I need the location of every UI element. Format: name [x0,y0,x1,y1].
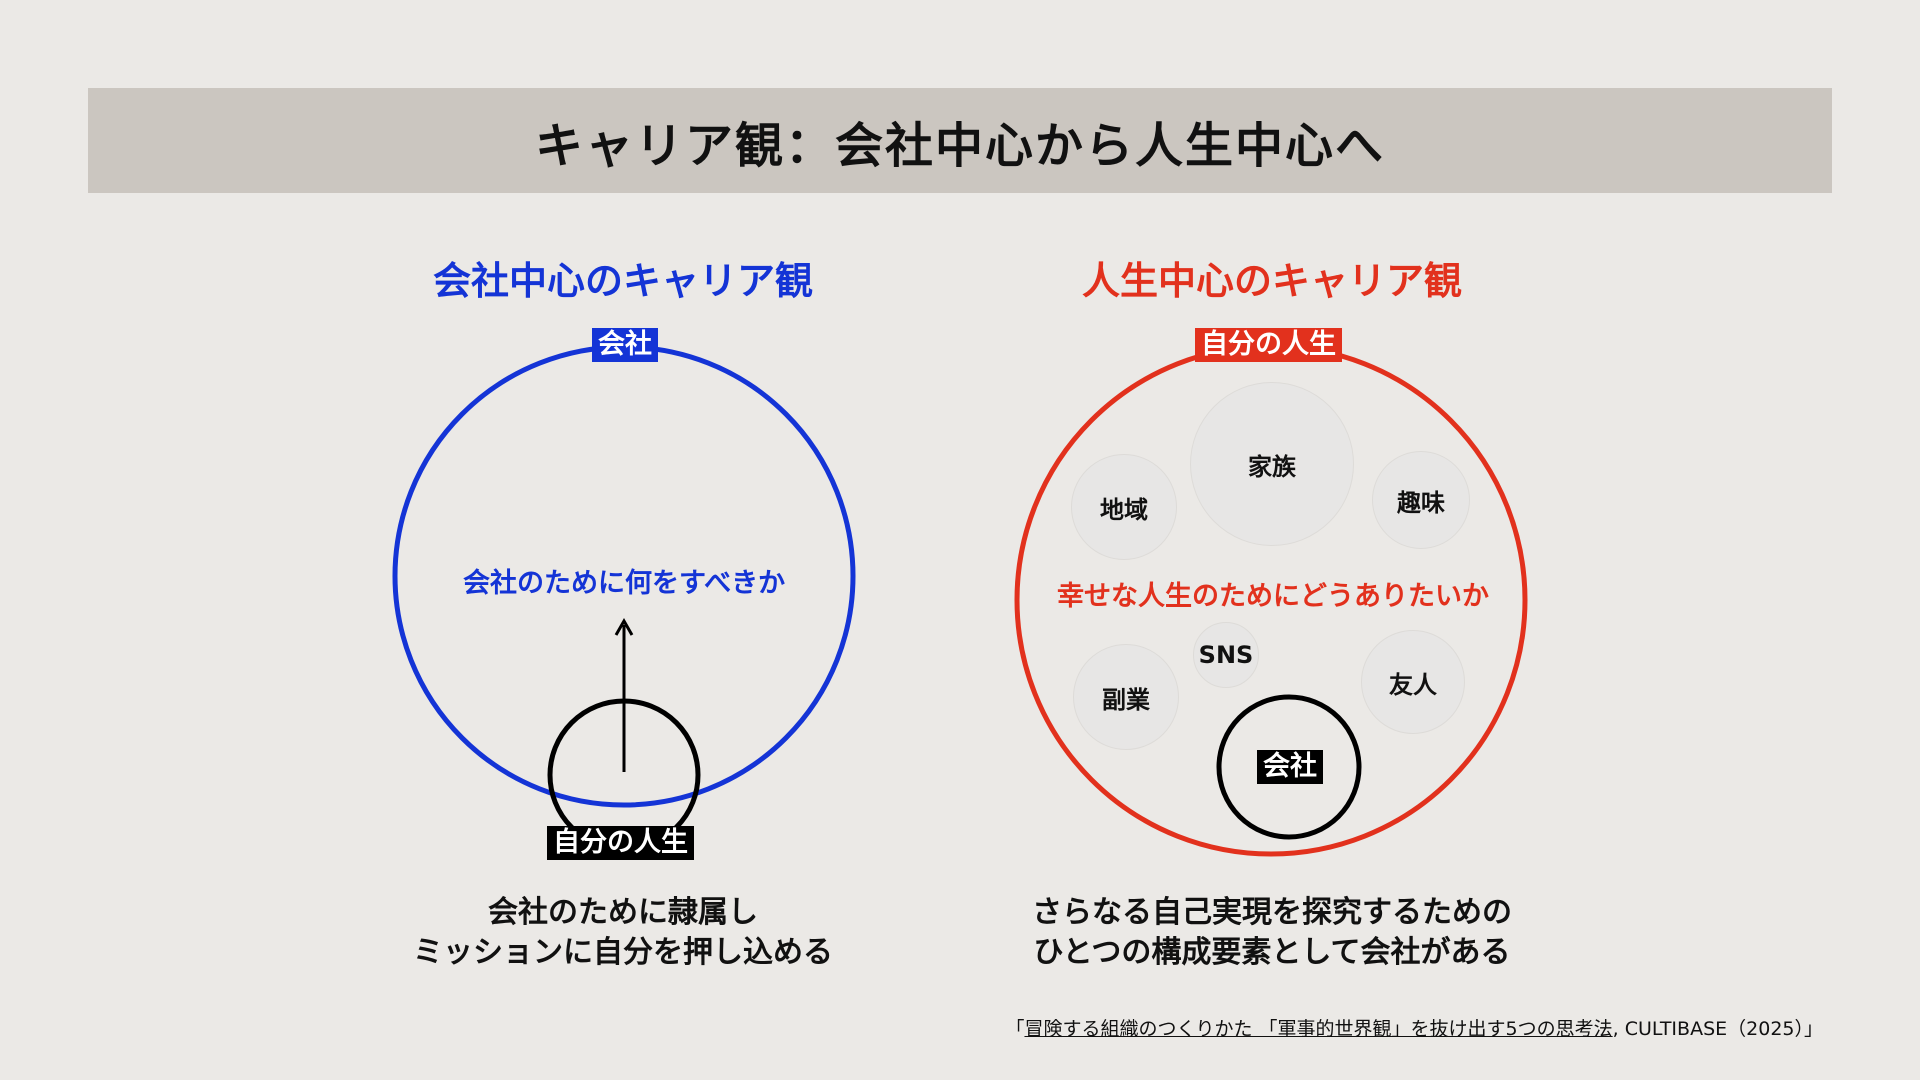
title-bar: キャリア観：会社中心から人生中心へ [88,88,1832,193]
bubble-sns: SNS [1193,622,1259,688]
bubble-family: 家族 [1190,382,1354,546]
left-caption-line2: ミッションに自分を押し込める [413,935,833,970]
bubble-sidejob: 副業 [1073,644,1179,750]
right-caption-line2: ひとつの構成要素として会社がある [1033,935,1511,970]
citation-rest: , CULTIBASE（2025）」 [1612,1018,1823,1040]
company-label-tag: 会社 [592,328,658,362]
right-caption-line1: さらなる自己実現を探究するための [1032,895,1512,930]
left-caption-line1: 会社のために隷属し [488,895,758,930]
self-label-tag: 自分の人生 [547,826,694,860]
citation-open: 「 [1005,1018,1025,1040]
bubble-region: 地域 [1071,454,1177,560]
right-caption: さらなる自己実現を探究するための ひとつの構成要素として会社がある [962,893,1582,973]
company-circle-right [1216,694,1362,840]
bubble-friends: 友人 [1361,630,1465,734]
life-label-tag: 自分の人生 [1195,328,1342,362]
right-heading: 人生中心のキャリア観 [1081,259,1462,303]
page-title: キャリア観：会社中心から人生中心へ [534,117,1385,174]
left-caption: 会社のために隷属し ミッションに自分を押し込める [313,893,933,973]
citation-title: 冒険する組織のつくりかた 「軍事的世界観」を抜け出す5つの思考法 [1024,1018,1613,1040]
left-heading: 会社中心のキャリア観 [432,259,813,303]
left-inner-text: 会社のために何をすべきか [463,568,786,599]
citation: 「冒険する組織のつくりかた 「軍事的世界観」を抜け出す5つの思考法, CULTI… [1005,1014,1823,1041]
right-inner-text: 幸せな人生のためにどうありたいか [1057,581,1489,612]
company-label-right: 会社 [1257,750,1323,784]
bubble-hobby: 趣味 [1372,451,1470,549]
upward-arrow-head [614,617,634,636]
